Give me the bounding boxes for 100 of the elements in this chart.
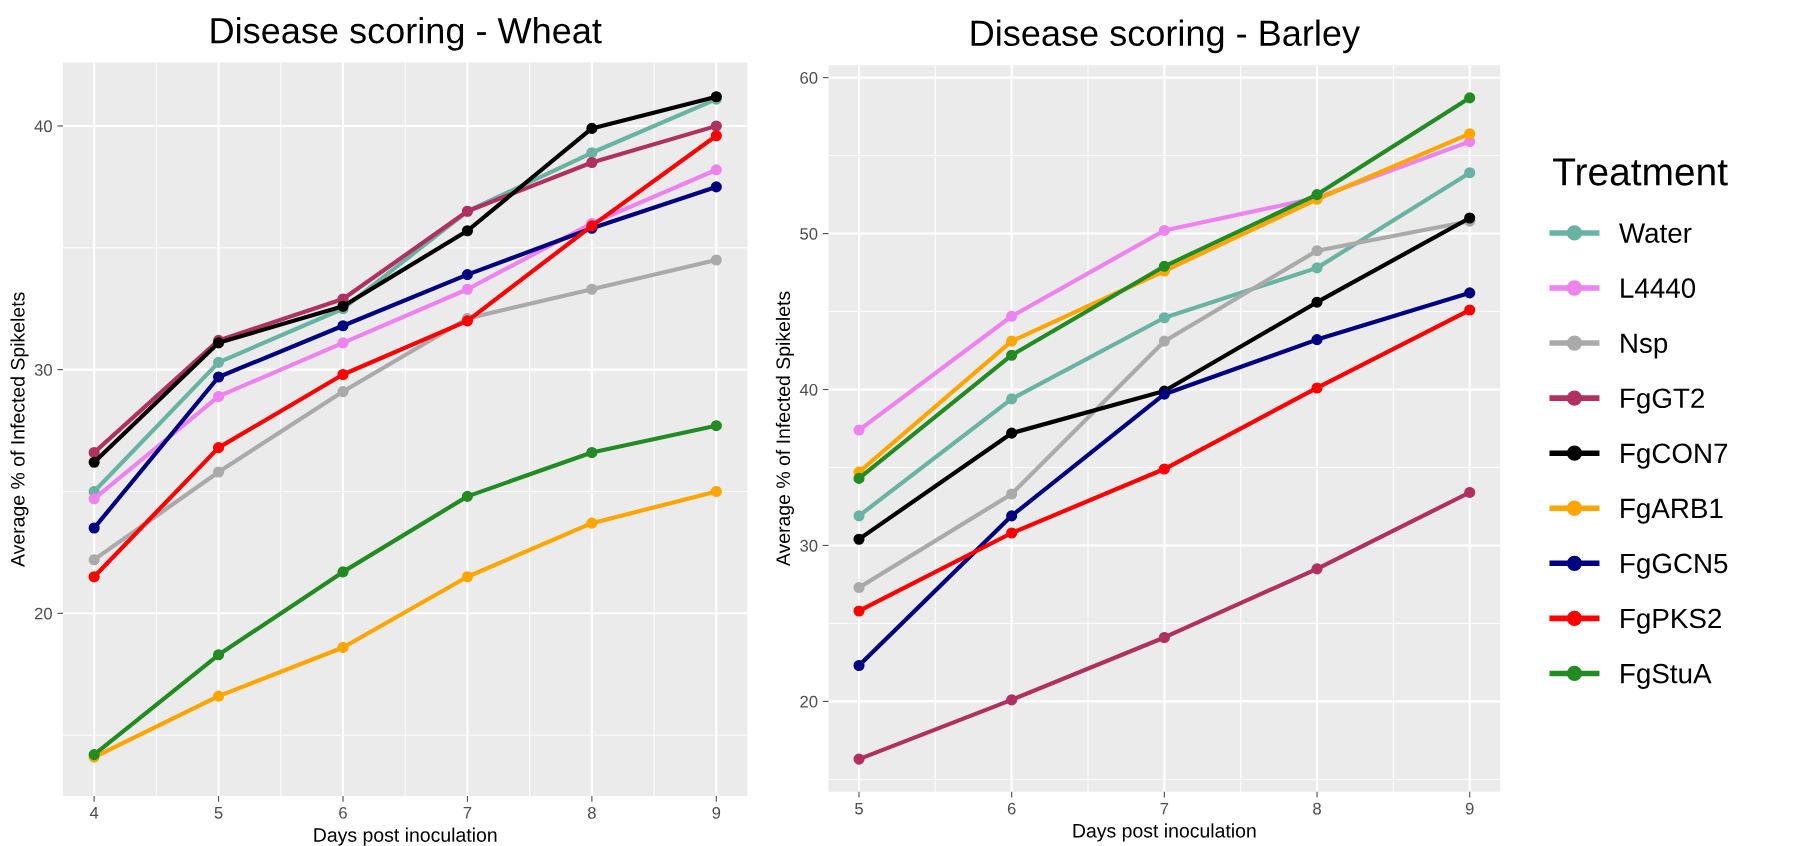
point [1311,262,1323,274]
point [88,554,100,566]
legend-title: Treatment [1553,158,1728,186]
point [1158,463,1170,475]
legend-label: FgStuA [1621,663,1712,689]
point [853,510,865,522]
y-tick-label: 40 [34,120,52,133]
point [586,446,598,459]
x-tick-label: 6 [1007,802,1016,815]
point [213,390,225,403]
point [586,122,598,134]
point [461,571,473,583]
point [1006,527,1018,539]
y-axis-title: Average % of Infected Spikelets [10,292,29,567]
point [1311,245,1323,257]
point [461,225,473,237]
point [1006,694,1018,706]
point [710,120,722,132]
point [853,424,865,436]
point [1158,335,1170,347]
x-tick-label: 4 [89,807,99,819]
point [88,456,100,468]
point [1006,427,1018,439]
point [1464,92,1476,104]
point [213,356,225,368]
point [1311,382,1323,394]
point [337,641,349,653]
y-tick-label: 60 [800,72,818,84]
x-axis-title: Days post inoculation [1073,823,1256,842]
point [853,472,865,484]
point [1311,334,1323,346]
legend-label: Nsp [1621,333,1668,359]
y-tick-label: 50 [800,227,818,240]
point [1006,335,1018,347]
legend-label: FgPKS2 [1621,608,1721,634]
y-tick-label: 20 [34,607,52,620]
point [1158,631,1170,644]
legend-label: FgCON7 [1621,443,1728,469]
point [1006,488,1018,500]
point [1311,563,1323,575]
point [337,368,349,381]
point [710,130,722,142]
point [337,320,349,332]
legend-label: Water [1619,223,1692,243]
point [710,181,722,193]
point [853,533,865,545]
x-tick-label: 9 [712,806,721,819]
point [1464,486,1476,498]
y-tick-label: 30 [800,539,818,552]
legend-label: L4440 [1621,278,1696,298]
point [710,254,722,266]
point [586,517,598,529]
y-tick-label: 30 [34,364,52,376]
x-tick-label: 8 [1313,802,1321,815]
legend-label: FgARB1 [1621,498,1723,524]
point [461,490,473,502]
point [1464,287,1476,299]
point [1158,312,1170,324]
point [88,571,100,583]
point [1464,304,1476,316]
point [1158,224,1170,237]
x-tick-label: 8 [587,806,596,819]
point [853,659,865,672]
point [337,566,349,578]
point [586,283,598,295]
point [586,147,598,159]
point [853,753,865,765]
point [88,493,100,505]
point [710,420,722,432]
x-tick-label: 7 [463,807,472,819]
point [88,446,100,459]
point [586,156,598,169]
point [710,164,722,176]
point [213,649,225,661]
point [1158,260,1170,272]
chart-title: Disease scoring - Wheat [211,16,602,51]
x-tick-label: 6 [339,806,347,819]
point [1464,167,1476,179]
point [461,283,473,295]
y-axis-title: Average % of Infected Spikelets [775,291,794,567]
chart-title: Disease scoring - Barley [971,19,1360,54]
point [337,337,349,349]
legend-label: FgGT2 [1621,388,1704,414]
point [853,582,865,594]
y-tick-label: 40 [799,383,818,396]
point [853,605,865,617]
point [213,690,225,702]
point [213,442,225,454]
y-tick-label: 20 [800,695,818,708]
point [1006,393,1018,405]
point [1311,296,1323,308]
point [88,522,100,534]
x-axis-title: Days post inoculation [314,827,497,846]
x-tick-label: 9 [1465,802,1474,815]
point [1006,310,1018,322]
x-tick-label: 7 [1160,802,1169,815]
x-tick-label: 5 [214,807,223,819]
point [1464,128,1476,140]
point [461,269,473,281]
point [213,466,225,478]
